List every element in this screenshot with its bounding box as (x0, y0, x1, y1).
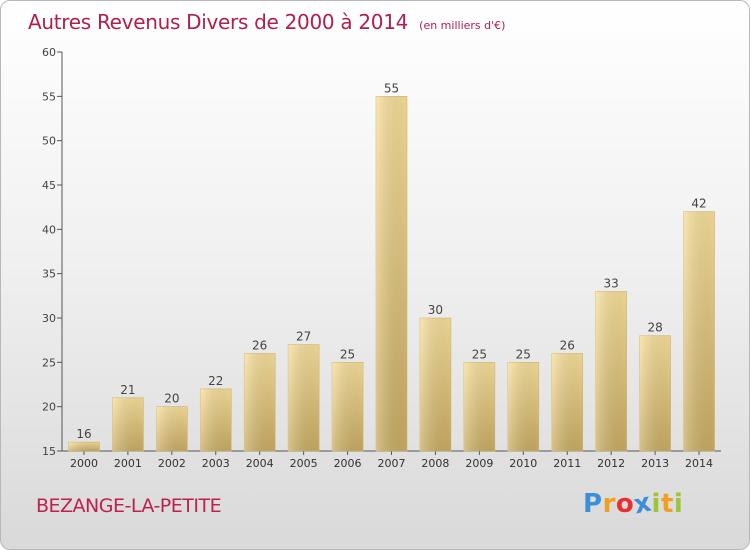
data-label: 27 (296, 330, 311, 344)
data-label: 25 (472, 347, 487, 361)
x-tick-label: 2000 (70, 457, 98, 470)
bar-group (595, 291, 627, 452)
y-tick-label: 60 (42, 46, 56, 59)
data-label: 33 (604, 276, 619, 290)
y-tick-label: 25 (42, 356, 56, 369)
data-label: 30 (428, 303, 443, 317)
x-tick-label: 2005 (290, 457, 318, 470)
bar-highlight (595, 291, 627, 451)
data-label: 55 (384, 81, 399, 95)
y-tick-label: 40 (42, 223, 56, 236)
bar-group (683, 211, 715, 452)
bar-group (243, 353, 276, 452)
data-label: 42 (691, 197, 706, 211)
bar-highlight (244, 353, 276, 451)
logo-letter: P (583, 489, 603, 519)
bar-highlight (419, 318, 451, 451)
y-tick-label: 55 (42, 90, 56, 103)
bar-group (199, 388, 232, 452)
logo-letter: t (660, 489, 674, 519)
data-label: 26 (560, 338, 575, 352)
bar-highlight (156, 406, 188, 451)
logo-letter: i (651, 489, 661, 519)
bar-group (112, 397, 144, 452)
bar-highlight (288, 344, 320, 451)
bar-highlight (68, 442, 100, 451)
bars (68, 96, 715, 452)
data-label: 21 (120, 383, 135, 397)
x-tick-label: 2012 (597, 457, 625, 470)
bar-group (156, 406, 188, 452)
x-tick-label: 2007 (378, 457, 406, 470)
bar-highlight (507, 362, 539, 451)
bar-group (551, 353, 584, 452)
bar-group (68, 441, 100, 452)
data-label: 25 (340, 347, 355, 361)
bar-group (639, 335, 671, 452)
data-label: 16 (76, 427, 91, 441)
proxiti-logo: Proxiti (583, 488, 684, 521)
y-tick-label: 30 (42, 312, 56, 325)
data-label: 25 (516, 347, 531, 361)
bar-highlight (551, 353, 583, 451)
logo-letter: r (602, 489, 616, 519)
bar-highlight (683, 211, 715, 451)
chart-subtitle: (en milliers d'€) (419, 19, 506, 32)
bar-highlight (376, 96, 407, 451)
bar-highlight (639, 335, 671, 451)
x-tick-label: 2010 (509, 457, 537, 470)
logo-letter: o (615, 489, 635, 519)
y-tick-label: 35 (42, 268, 56, 281)
bar-group (287, 344, 320, 452)
bar-highlight (332, 362, 364, 451)
commune-name: BEZANGE-LA-PETITE (36, 495, 222, 517)
bar-group (463, 362, 496, 452)
data-label: 22 (208, 374, 223, 388)
y-tick-label: 20 (42, 401, 56, 414)
x-tick-label: 2013 (641, 457, 669, 470)
data-label: 26 (252, 338, 267, 352)
x-tick-label: 2004 (246, 457, 274, 470)
bar-group (507, 362, 540, 452)
x-tick-label: 2011 (553, 457, 581, 470)
y-tick-label: 15 (42, 445, 56, 458)
title-row: Autres Revenus Divers de 2000 à 2014 (en… (28, 10, 505, 34)
axes: 15 20 25 30 35 40 45 50 55 60 2000 2001 2002 2003 2004… (42, 46, 721, 470)
bar-highlight (112, 397, 144, 451)
chart-title: Autres Revenus Divers de 2000 à 2014 (28, 10, 409, 34)
logo-letter: i (673, 489, 684, 519)
bar-group (419, 317, 452, 452)
x-tick-label: 2003 (202, 457, 230, 470)
bar-group (375, 96, 408, 452)
x-tick-label: 2001 (114, 457, 142, 470)
x-tick-label: 2006 (334, 457, 362, 470)
data-label: 20 (164, 392, 179, 406)
x-tick-label: 2009 (465, 457, 493, 470)
x-tick-label: 2002 (158, 457, 186, 470)
bar-highlight (463, 362, 495, 451)
x-tick-label: 2014 (685, 457, 713, 470)
data-label: 28 (647, 321, 662, 335)
y-tick-label: 50 (42, 135, 56, 148)
x-tick-label: 2008 (421, 457, 449, 470)
bar-group (331, 362, 364, 452)
bar-highlight (200, 388, 232, 451)
y-tick-label: 45 (42, 179, 56, 192)
data-labels: 16 21 20 22 26 27 25 55 30 25 25 26 33 28 42 (76, 81, 706, 441)
